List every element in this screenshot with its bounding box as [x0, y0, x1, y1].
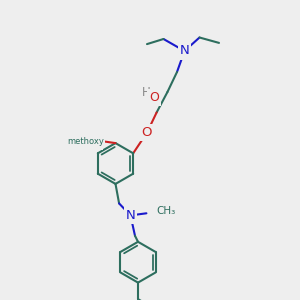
Text: O: O [91, 135, 101, 148]
Text: methoxy: methoxy [68, 136, 104, 146]
Text: N: N [126, 209, 135, 222]
Text: H: H [142, 85, 151, 99]
Text: CH₃: CH₃ [156, 206, 175, 216]
Text: O: O [149, 91, 159, 104]
Text: O: O [142, 126, 152, 139]
Text: N: N [180, 44, 189, 58]
